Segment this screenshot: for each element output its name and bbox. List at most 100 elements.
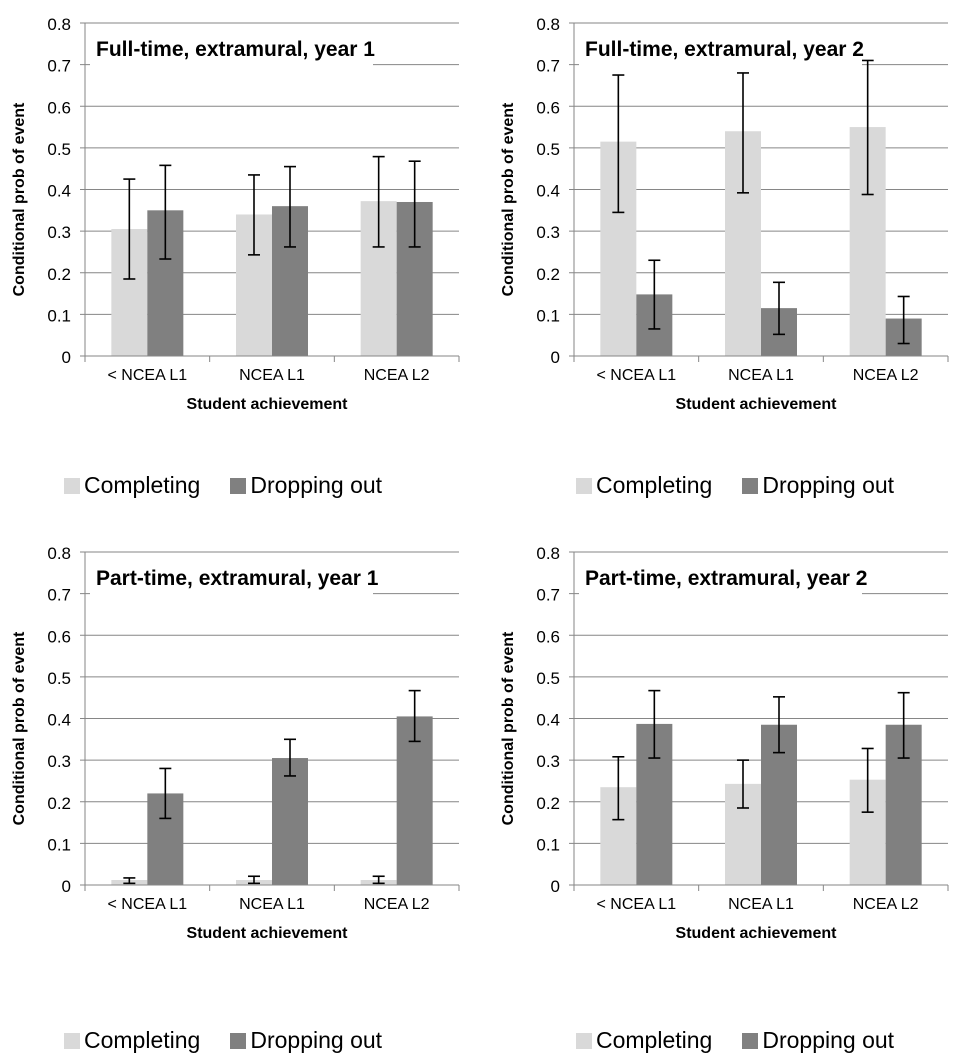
error-bar — [612, 755, 625, 821]
legend-item: Dropping out — [230, 472, 382, 499]
chart-panel-1: 0 0.1 0.2 0.3 0.4 0.5 0.6 0.7 0.8 < NCEA L1 NCEA L… — [0, 0, 489, 529]
chart-panel-4: 0 0.1 0.2 0.3 0.4 0.5 0.6 0.7 0.8 < NCEA L1 NCEA L… — [489, 529, 978, 1058]
error-bar — [123, 178, 136, 280]
y-tick-label: 0.4 — [536, 711, 560, 730]
y-tick-label: 0.7 — [47, 57, 71, 76]
error-bar — [612, 74, 625, 214]
y-tick-label: 0.3 — [47, 752, 71, 771]
legend-item: Completing — [576, 472, 712, 499]
legend-label: Dropping out — [250, 1027, 383, 1053]
y-tick-label: 0.8 — [536, 15, 560, 34]
chart-title-background — [579, 30, 862, 66]
y-tick-label: 0.8 — [47, 15, 71, 34]
y-tick-label: 0.3 — [536, 752, 560, 771]
legend-swatch — [576, 477, 592, 494]
x-tick-label: < NCEA L1 — [108, 367, 188, 384]
x-tick-label: NCEA L2 — [364, 896, 430, 913]
legend-label: Completing — [596, 472, 713, 498]
y-tick-label: 0.1 — [47, 835, 71, 854]
y-axis-label: Conditional prob of event — [500, 102, 517, 296]
legend-swatch — [742, 1032, 759, 1049]
error-bar — [408, 160, 421, 248]
y-tick-label: 0.2 — [47, 265, 71, 284]
chart-panel-3: 0 0.1 0.2 0.3 0.4 0.5 0.6 0.7 0.8 < NCEA L1 NCEA L… — [0, 529, 489, 1058]
error-bar — [284, 738, 296, 777]
error-bar — [773, 281, 785, 336]
y-tick-label: 0.1 — [536, 306, 560, 325]
legend-swatch — [742, 477, 759, 494]
x-tick-label: NCEA L1 — [728, 367, 794, 384]
chart-title: Part-time, extramural, year 1 — [96, 567, 379, 590]
legend-label: Completing — [84, 1027, 201, 1053]
x-tick-label: NCEA L1 — [239, 367, 305, 384]
error-bar — [861, 747, 874, 813]
y-tick-label: 0.4 — [47, 182, 71, 201]
y-axis-label: Conditional prob of event — [11, 102, 28, 296]
chart-title-background — [579, 559, 862, 595]
x-tick-label: < NCEA L1 — [597, 367, 677, 384]
error-bar — [897, 295, 910, 345]
y-tick-label: 0 — [62, 348, 71, 367]
x-axis-label: Student achievement — [676, 396, 838, 413]
y-tick-label: 0.2 — [47, 794, 71, 813]
chart-plot-3: 0 0.1 0.2 0.3 0.4 0.5 0.6 0.7 0.8 < NCEA L1 NCEA L… — [11, 544, 460, 942]
chart-legend-2: Completing Dropping out — [576, 472, 924, 499]
error-bar — [648, 689, 661, 759]
error-bar — [861, 59, 874, 196]
y-tick-label: 0 — [62, 877, 71, 896]
y-tick-label: 0.6 — [47, 627, 71, 646]
y-tick-label: 0.1 — [536, 835, 560, 854]
legend-swatch — [64, 1032, 80, 1049]
error-bar — [372, 155, 385, 248]
legend-swatch — [230, 1032, 247, 1049]
error-bar — [159, 164, 172, 260]
error-bar — [123, 877, 136, 885]
y-tick-label: 0 — [551, 348, 560, 367]
bar-dropping-out — [272, 758, 308, 885]
error-bar — [159, 767, 172, 820]
x-tick-label: NCEA L1 — [728, 896, 794, 913]
y-tick-label: 0 — [551, 877, 560, 896]
error-bar — [408, 689, 421, 743]
legend-label: Dropping out — [762, 1027, 895, 1053]
y-axis-label: Conditional prob of event — [11, 631, 28, 825]
error-bar — [284, 165, 296, 248]
legend-swatch — [576, 1032, 592, 1049]
y-tick-label: 0.7 — [47, 586, 71, 605]
chart-title: Part-time, extramural, year 2 — [585, 567, 867, 590]
error-bar — [737, 72, 749, 194]
x-tick-label: < NCEA L1 — [108, 896, 188, 913]
y-tick-label: 0.6 — [47, 98, 71, 117]
y-tick-label: 0.4 — [47, 711, 71, 730]
legend-swatch — [64, 477, 80, 494]
y-tick-label: 0.8 — [536, 544, 560, 563]
y-tick-label: 0.8 — [47, 544, 71, 563]
y-tick-label: 0.1 — [47, 306, 71, 325]
error-bar — [248, 174, 260, 256]
x-tick-label: NCEA L1 — [239, 896, 305, 913]
error-bar — [248, 875, 260, 885]
legend-label: Completing — [596, 1027, 713, 1053]
chart-title-background — [90, 30, 373, 66]
legend-label: Dropping out — [762, 472, 895, 498]
chart-panel-2: 0 0.1 0.2 0.3 0.4 0.5 0.6 0.7 0.8 < NCEA L1 NCEA L… — [489, 0, 978, 529]
x-tick-label: NCEA L2 — [853, 896, 919, 913]
y-tick-label: 0.5 — [536, 669, 560, 688]
chart-plot-2: 0 0.1 0.2 0.3 0.4 0.5 0.6 0.7 0.8 < NCEA L1 NCEA L… — [500, 15, 949, 413]
x-tick-label: NCEA L2 — [853, 367, 919, 384]
chart-plot-1: 0 0.1 0.2 0.3 0.4 0.5 0.6 0.7 0.8 < NCEA L1 NCEA L… — [11, 15, 460, 413]
y-tick-label: 0.2 — [536, 794, 560, 813]
error-bar — [773, 696, 785, 754]
legend-item: Completing — [64, 1027, 200, 1054]
chart-title: Full-time, extramural, year 2 — [585, 38, 864, 61]
y-tick-label: 0.3 — [47, 223, 71, 242]
y-tick-label: 0.6 — [536, 627, 560, 646]
chart-legend-4: Completing Dropping out — [576, 1027, 924, 1054]
y-tick-label: 0.7 — [536, 586, 560, 605]
y-tick-label: 0.5 — [47, 669, 71, 688]
legend-item: Dropping out — [742, 1027, 894, 1054]
error-bar — [737, 759, 749, 809]
x-axis-label: Student achievement — [676, 925, 838, 942]
chart-title: Full-time, extramural, year 1 — [96, 38, 375, 61]
